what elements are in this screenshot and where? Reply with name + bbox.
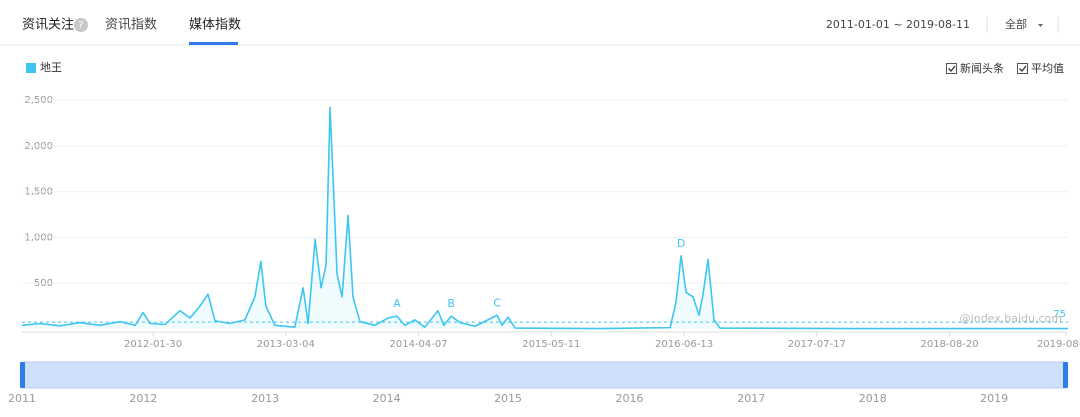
- line: [21, 106, 1068, 330]
- annotation: B: [447, 297, 455, 310]
- x-tick-label: 2018-08-20: [920, 339, 978, 350]
- check: [1019, 65, 1027, 72]
- annotation: C: [493, 296, 501, 309]
- navigator-label: 2011: [8, 392, 36, 405]
- watermark: @index.baidu.com: [960, 312, 1062, 325]
- navigator-label: 2017: [737, 392, 765, 405]
- navigator-handle[interactable]: [20, 362, 25, 388]
- x-tick-label: 2013-03-04: [257, 339, 315, 350]
- average-label: 75: [1053, 309, 1066, 320]
- legend-label[interactable]: 地王: [40, 61, 62, 74]
- navigator-label: 2012: [129, 392, 157, 405]
- navigator-label: 2014: [373, 392, 401, 405]
- help-icon-text: ?: [78, 20, 83, 31]
- date-range[interactable]: 2011-01-01 ~ 2019-08-11: [826, 18, 970, 31]
- annotation: A: [393, 297, 401, 310]
- navigator-handle[interactable]: [1063, 362, 1068, 388]
- navigator-selection[interactable]: [21, 361, 1067, 389]
- checkbox[interactable]: [1017, 63, 1028, 74]
- tab-underline: [189, 42, 238, 45]
- help-icon[interactable]: [74, 18, 88, 32]
- x-tick-label: 2017-07-17: [788, 339, 846, 350]
- dropdown-arrow[interactable]: [1038, 24, 1043, 27]
- tab[interactable]: 资讯指数: [105, 18, 157, 33]
- option[interactable]: 新闻头条: [946, 61, 1005, 75]
- option[interactable]: 平均值: [1017, 62, 1065, 75]
- x-tick-label: 2012-01-30: [124, 339, 182, 350]
- check: [948, 65, 956, 72]
- area: [22, 107, 1068, 329]
- x-tick-label: 2014-04-07: [390, 339, 448, 350]
- annotation: D: [677, 237, 685, 250]
- navigator-label: 2015: [494, 392, 522, 405]
- tab-active[interactable]: 媒体指数: [189, 18, 241, 33]
- navigator-label: 2016: [616, 392, 644, 405]
- x-tick-label: 2019-08-05: [1037, 339, 1080, 350]
- navigator-label: 2018: [859, 392, 887, 405]
- x-tick-label: 2015-05-11: [522, 339, 580, 350]
- scope-select[interactable]: 全部: [1005, 17, 1027, 31]
- x-tick-label: 2016-06-13: [655, 339, 713, 350]
- option-label[interactable]: 平均值: [1031, 62, 1064, 75]
- navigator-label: 2013: [251, 392, 279, 405]
- legend-swatch: [26, 63, 36, 73]
- checkbox[interactable]: [946, 63, 957, 74]
- option-label[interactable]: 新闻头条: [960, 61, 1004, 75]
- navigator-label: 2019: [980, 392, 1008, 405]
- tab[interactable]: 资讯关注: [22, 18, 74, 33]
